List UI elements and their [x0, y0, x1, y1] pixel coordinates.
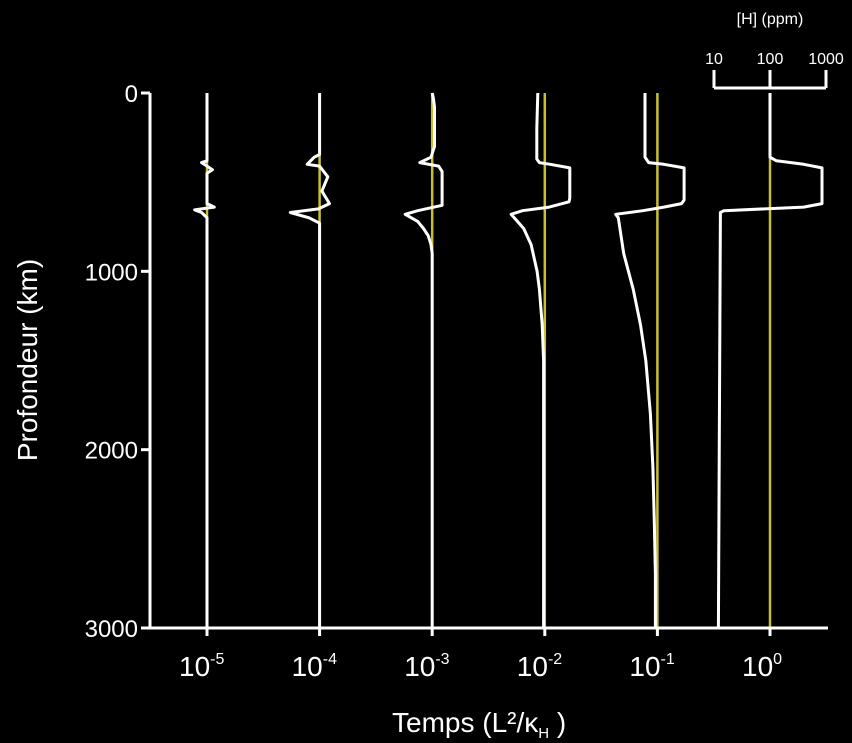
- y-axis-title: Profondeur (km): [12, 259, 43, 461]
- profile-line: [403, 92, 444, 628]
- x-tick-label: 100: [742, 651, 782, 682]
- profile-line: [193, 93, 216, 628]
- concentration-tick-label: 10: [705, 51, 723, 68]
- concentration-tick-label: 100: [757, 51, 784, 68]
- concentration-profiles: [193, 92, 824, 629]
- x-axis-title: Temps (L²/κH ): [392, 707, 566, 742]
- x-tick-label: 10-3: [404, 651, 449, 682]
- x-axis-title-close: ): [549, 707, 566, 738]
- y-tick-label: 3000: [85, 616, 138, 643]
- x-axis-title-main: Temps (L²/κ: [392, 707, 539, 738]
- concentration-tick-label: 1000: [808, 51, 844, 68]
- x-tick-label: 10-4: [292, 651, 337, 682]
- concentration-scale: [H] (ppm) 10 100 1000: [705, 11, 844, 90]
- x-tick-label: 10-5: [179, 651, 224, 682]
- x-tick-label: 10-2: [517, 651, 562, 682]
- profile-line: [716, 93, 824, 629]
- y-tick-label: 2000: [85, 438, 138, 465]
- concentration-scale-title: [H] (ppm): [737, 11, 804, 28]
- profile-line: [509, 92, 572, 628]
- profile-line: [288, 93, 331, 628]
- y-tick-label: 1000: [85, 259, 138, 286]
- x-tick-label: 10-1: [629, 651, 674, 682]
- concentration-scale-ticks: 10 100 1000: [705, 51, 844, 90]
- profile-line: [614, 93, 686, 628]
- axes: 0 1000 2000 3000 10-5 10-4 10-3 10-2 10-1 100: [85, 81, 828, 682]
- x-axis-title-subscript: H: [538, 725, 549, 742]
- y-tick-label: 0: [125, 81, 138, 108]
